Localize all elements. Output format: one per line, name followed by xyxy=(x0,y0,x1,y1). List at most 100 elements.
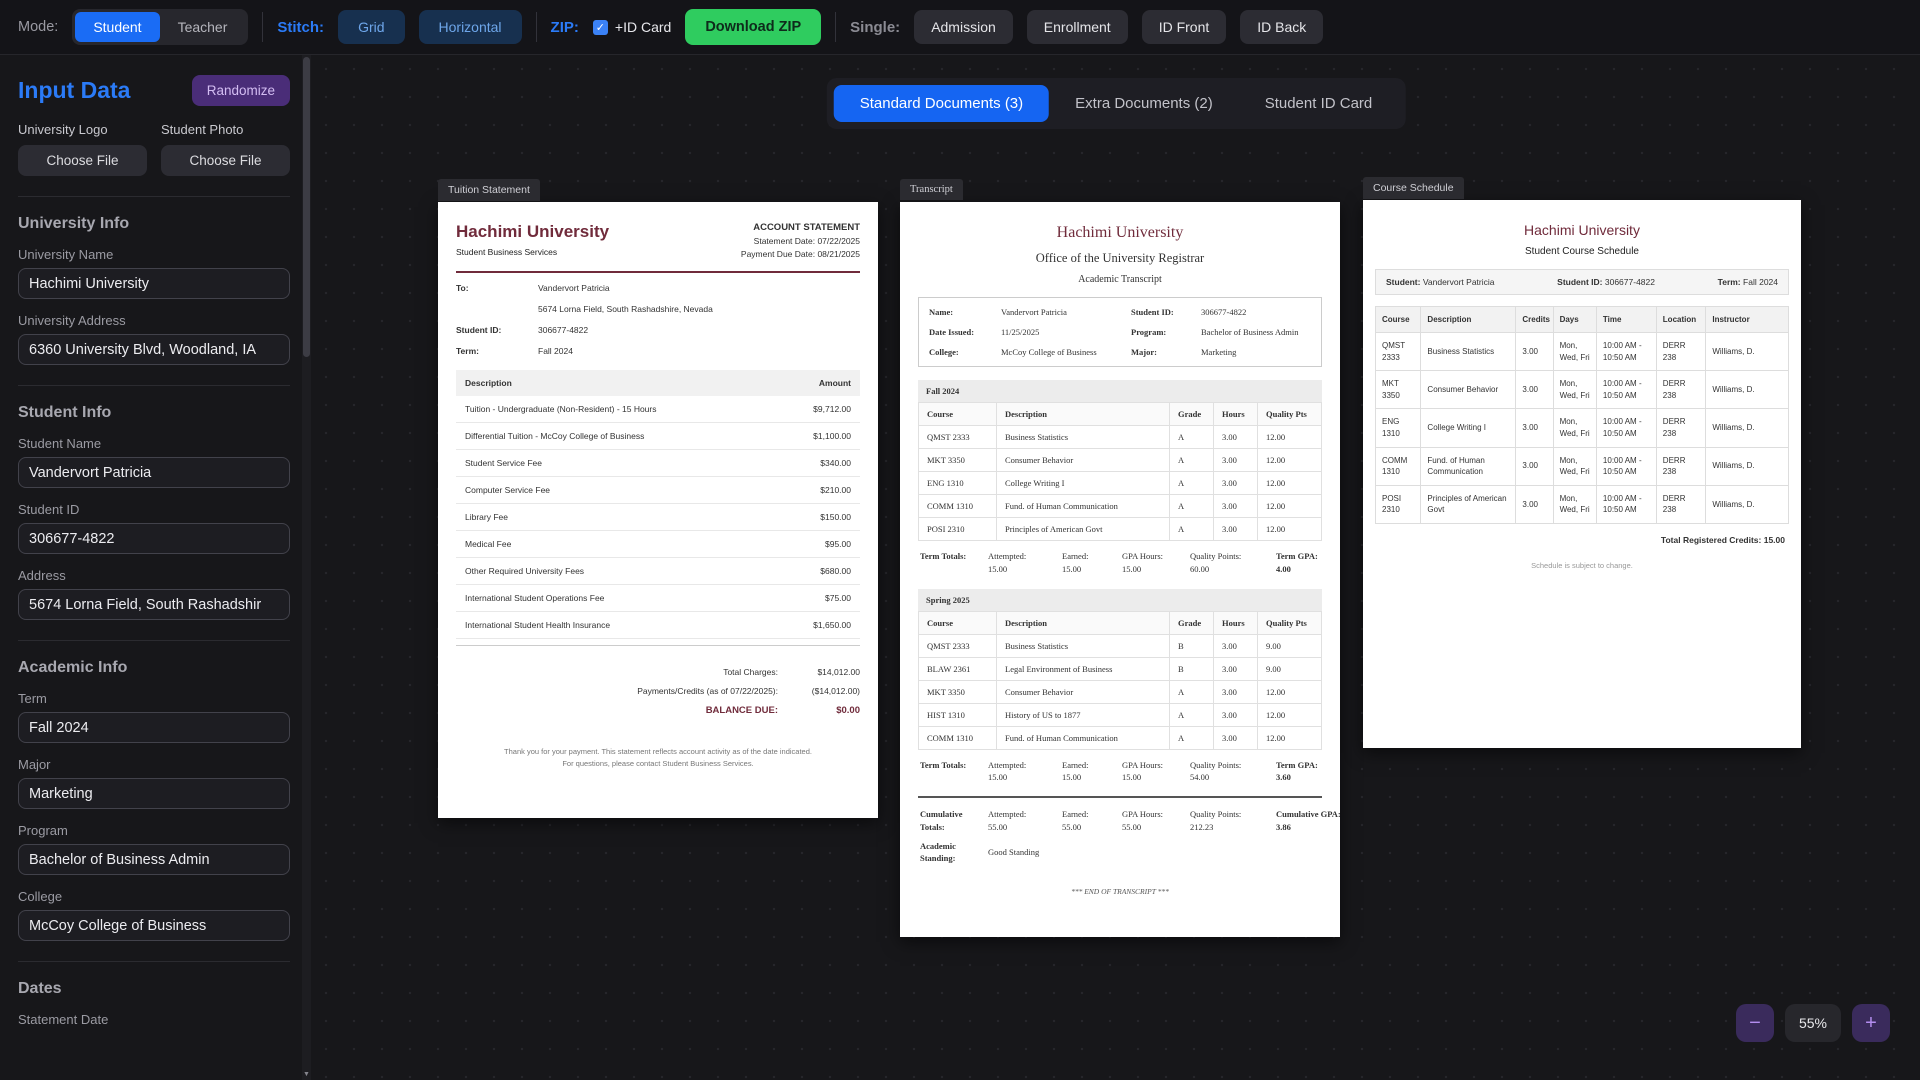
table-cell: Consumer Behavior xyxy=(1420,370,1517,410)
table-row: Medical Fee $95.00 xyxy=(456,530,860,558)
mode-teacher-button[interactable]: Teacher xyxy=(160,12,246,42)
transcript-document: Transcript Hachimi University Office of … xyxy=(900,179,1341,937)
toolbar-divider xyxy=(262,12,264,42)
schedule-university-name: Hachimi University xyxy=(1524,222,1640,238)
gpa-hours-label: GPA Hours: xyxy=(1122,551,1164,561)
university-address-input[interactable] xyxy=(18,334,290,365)
to-label: To: xyxy=(456,283,469,293)
zoom-level: 55% xyxy=(1784,1004,1841,1042)
university-name-input[interactable] xyxy=(18,268,290,299)
table-cell: Williams, D. xyxy=(1705,446,1789,486)
table-cell: COMM 1310 xyxy=(1374,446,1422,486)
stitch-label: Stitch: xyxy=(277,18,325,36)
table-cell: Williams, D. xyxy=(1705,370,1789,410)
term-totals-label: Term Totals: xyxy=(920,551,967,561)
sidebar-scrollbar-thumb[interactable] xyxy=(303,57,310,357)
single-id-front-button[interactable]: ID Front xyxy=(1141,10,1227,44)
tab-student-id-card[interactable]: Student ID Card xyxy=(1239,85,1399,122)
table-cell: Mon, Wed, Fri xyxy=(1552,370,1597,410)
download-zip-button[interactable]: Download ZIP xyxy=(685,9,822,45)
table-cell: 10:00 AM - 10:50 AM xyxy=(1595,370,1657,410)
table-cell: Fund. of Human Communication xyxy=(1420,446,1517,486)
table-row: International Student Health Insurance $1… xyxy=(456,611,860,639)
student-id-input[interactable] xyxy=(18,523,290,554)
table-cell: MKT 3350 xyxy=(918,679,997,704)
stitch-horizontal-button[interactable]: Horizontal xyxy=(418,10,522,44)
column-header: Grade xyxy=(1169,402,1214,426)
id-card-checkbox[interactable]: ✓ xyxy=(592,19,608,35)
program-value: Bachelor of Business Admin xyxy=(1201,327,1299,337)
schedule-disclaimer: Schedule is subject to change. xyxy=(1531,560,1633,570)
table-cell: $680.00 xyxy=(774,557,860,585)
cumulative-totals-label: Cumulative Totals: xyxy=(920,809,963,832)
earned-value: 15.00 xyxy=(1062,772,1082,783)
id-card-checkbox-label[interactable]: +ID Card xyxy=(614,19,672,35)
table-cell: $95.00 xyxy=(774,530,860,558)
table-row: COMM 1310 Fund. of Human Communication A 3.… xyxy=(918,494,1322,518)
tab-extra-documents[interactable]: Extra Documents (2) xyxy=(1049,85,1239,122)
zoom-controls: − 55% + xyxy=(1735,1004,1890,1042)
single-admission-button[interactable]: Admission xyxy=(914,10,1013,44)
attempted-label: Attempted: xyxy=(988,809,1027,819)
zoom-in-button[interactable]: + xyxy=(1852,1004,1890,1042)
single-id-back-button[interactable]: ID Back xyxy=(1240,10,1324,44)
program-input[interactable] xyxy=(18,844,290,875)
stitch-grid-button[interactable]: Grid xyxy=(338,10,405,44)
single-enrollment-button[interactable]: Enrollment xyxy=(1026,10,1128,44)
schedule-student-label: Student: xyxy=(1386,277,1421,287)
term-label: Term xyxy=(18,691,47,706)
address-input[interactable] xyxy=(18,589,290,620)
zoom-out-button[interactable]: − xyxy=(1735,1004,1774,1042)
table-cell: Legal Environment of Business xyxy=(996,656,1170,681)
table-cell: College Writing I xyxy=(1420,408,1517,448)
major-label: Major xyxy=(18,757,51,772)
table-row: ENG 1310 College Writing I 3.00 Mon, Wed, F… xyxy=(1374,408,1789,448)
table-cell: $150.00 xyxy=(774,503,860,531)
term-totals-label: Term Totals: xyxy=(920,759,967,770)
table-row: BLAW 2361 Legal Environment of Business B 3… xyxy=(918,656,1322,681)
scroll-down-arrow-icon[interactable]: ▼ xyxy=(302,1068,311,1080)
table-cell: MKT 3350 xyxy=(918,448,997,472)
preview-canvas: Standard Documents (3) Extra Documents (… xyxy=(312,55,1920,1080)
table-cell: 3.00 xyxy=(1213,471,1258,495)
table-cell: QMST 2333 xyxy=(1374,331,1422,372)
statement-date-label: Statement Date xyxy=(18,1012,109,1027)
major-input[interactable] xyxy=(18,778,290,809)
randomize-button[interactable]: Randomize xyxy=(191,75,290,106)
table-cell: 12.00 xyxy=(1257,425,1322,449)
transcript-university-name: Hachimi University xyxy=(1056,224,1184,241)
quality-points-value: 54.00 xyxy=(1190,772,1210,783)
table-cell: Mon, Wed, Fri xyxy=(1552,408,1597,448)
table-cell: COMM 1310 xyxy=(918,725,997,750)
attempted-label: Attempted: xyxy=(988,759,1027,770)
sid-value: 306677-4822 xyxy=(1201,307,1247,317)
earned-label: Earned: xyxy=(1062,759,1089,770)
term-input[interactable] xyxy=(18,712,290,743)
table-cell: 12.00 xyxy=(1257,494,1322,518)
tuition-term-label: Term: xyxy=(456,346,479,356)
term-gpa-value: 3.60 xyxy=(1276,772,1291,783)
student-name-input[interactable] xyxy=(18,457,290,488)
table-row: Computer Service Fee $210.00 xyxy=(456,476,860,504)
column-header: Quality Pts xyxy=(1257,402,1322,426)
column-header: Description xyxy=(456,370,775,396)
student-photo-choose-file-button[interactable]: Choose File xyxy=(161,145,290,176)
attempted-value: 15.00 xyxy=(988,563,1008,574)
table-cell: 3.00 xyxy=(1515,331,1554,372)
table-cell: Computer Service Fee xyxy=(456,476,775,504)
table-row: MKT 3350 Consumer Behavior A 3.00 12.00 xyxy=(918,448,1322,472)
column-header: Credits xyxy=(1515,306,1554,333)
table-cell: 12.00 xyxy=(1257,517,1322,541)
program-label: Program xyxy=(18,823,68,838)
table-cell: 3.00 xyxy=(1213,425,1258,449)
quality-points-label: Quality Points: xyxy=(1190,809,1242,819)
mode-student-button[interactable]: Student xyxy=(75,12,160,42)
course-schedule-document: Course Schedule Hachimi University Stude… xyxy=(1363,177,1801,748)
table-cell: 9.00 xyxy=(1257,656,1322,681)
cumulative-totals: Cumulative Totals: Attempted: 55.00 Earne… xyxy=(920,808,1341,834)
tab-standard-documents[interactable]: Standard Documents (3) xyxy=(833,85,1050,122)
college-input[interactable] xyxy=(18,910,290,941)
sidebar-scrollbar[interactable]: ▼ xyxy=(302,55,311,1080)
university-logo-choose-file-button[interactable]: Choose File xyxy=(18,145,147,176)
table-cell: Medical Fee xyxy=(456,530,775,558)
